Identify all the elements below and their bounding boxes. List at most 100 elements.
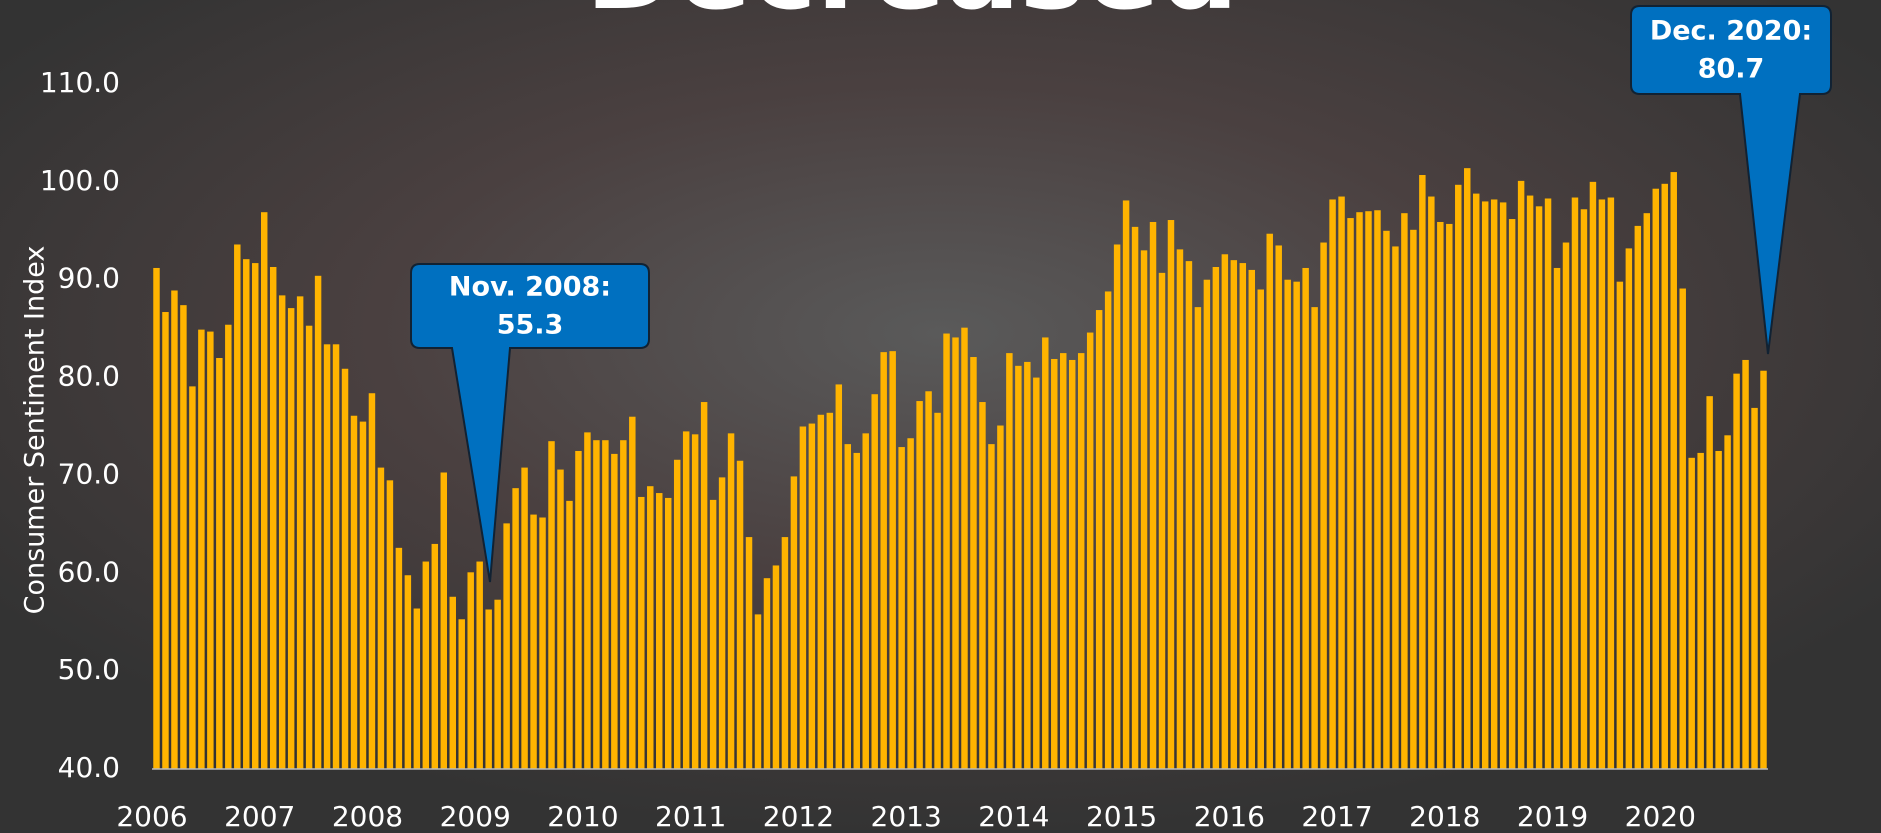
bar — [485, 609, 492, 769]
bar — [1221, 254, 1229, 769]
bar — [1428, 196, 1435, 770]
bar — [1077, 353, 1085, 769]
bar — [1311, 307, 1318, 769]
bar — [1508, 219, 1516, 770]
bar — [287, 308, 295, 769]
x-tick-label: 2020 — [1625, 800, 1696, 833]
bar — [234, 244, 241, 769]
bar — [1060, 353, 1067, 769]
bar — [1455, 184, 1462, 770]
bar — [1095, 310, 1103, 769]
bar — [907, 438, 914, 769]
bar — [332, 344, 340, 769]
bar — [1607, 197, 1615, 769]
bar — [180, 305, 187, 769]
bar — [575, 450, 582, 769]
bar — [368, 393, 376, 769]
bar — [1356, 212, 1363, 769]
bar — [853, 452, 860, 769]
bar — [1661, 183, 1668, 770]
y-tick-label: 90.0 — [58, 262, 120, 295]
y-axis-label: Consumer Sentiment Index — [20, 246, 51, 615]
bar — [584, 432, 591, 769]
bar — [988, 444, 995, 769]
bar — [745, 537, 753, 769]
bar — [350, 415, 358, 769]
bar — [1185, 261, 1193, 769]
annotation: 80.7 — [1698, 54, 1765, 85]
bar — [593, 440, 600, 769]
bar — [629, 416, 636, 769]
bar — [1383, 230, 1390, 770]
bar — [1724, 435, 1731, 769]
bar — [1167, 220, 1175, 769]
x-tick-label: 2007 — [224, 800, 295, 833]
bar — [1212, 266, 1220, 769]
bar — [530, 514, 537, 769]
bar — [467, 572, 474, 769]
bar — [647, 486, 654, 769]
bar — [826, 412, 834, 769]
bar — [189, 386, 196, 769]
bar — [260, 212, 268, 769]
bar — [1437, 221, 1444, 769]
bars — [153, 168, 1767, 770]
bar — [458, 619, 465, 769]
bar — [1670, 172, 1677, 770]
bar — [305, 325, 313, 769]
bar — [404, 575, 412, 769]
bar — [162, 312, 169, 769]
bar — [494, 599, 501, 769]
bar — [198, 329, 205, 769]
bar — [781, 537, 789, 769]
bar — [512, 488, 519, 769]
bar — [1015, 365, 1022, 769]
x-tick-label: 2016 — [1194, 800, 1265, 833]
bar — [440, 472, 448, 769]
bar — [1760, 370, 1767, 769]
bar — [377, 467, 385, 769]
bar — [1374, 210, 1381, 769]
bar — [359, 421, 367, 769]
bar — [1688, 457, 1695, 769]
bar — [503, 523, 510, 769]
bar — [638, 496, 645, 769]
bar — [153, 267, 160, 769]
bar — [961, 327, 968, 769]
bar — [225, 324, 232, 769]
bar — [1634, 225, 1642, 770]
bar — [252, 263, 259, 769]
bar — [1122, 200, 1130, 769]
annotation: 55.3 — [497, 310, 564, 341]
bar — [449, 596, 456, 769]
y-tick-label: 60.0 — [58, 555, 120, 588]
bar — [1598, 199, 1606, 769]
bar — [476, 561, 483, 769]
bar — [1347, 218, 1354, 770]
bar — [790, 476, 798, 769]
bar — [1149, 221, 1157, 769]
x-tick-label: 2017 — [1301, 800, 1372, 833]
bar — [521, 467, 528, 769]
bar — [1104, 291, 1112, 769]
x-tick-label: 2015 — [1086, 800, 1157, 833]
bar — [1392, 246, 1399, 769]
bar — [1068, 359, 1076, 769]
callout: Nov. 2008: 55.3 — [410, 263, 650, 583]
bar — [171, 290, 178, 769]
x-tick-label: 2010 — [547, 800, 618, 833]
bar — [1042, 337, 1049, 769]
bar — [1329, 199, 1336, 769]
callout-box — [410, 263, 650, 583]
y-tick-label: 70.0 — [58, 457, 120, 490]
bar — [709, 499, 717, 769]
x-tick-label: 2014 — [978, 800, 1049, 833]
bar — [1033, 377, 1040, 769]
chart-title: Decreased — [585, 0, 1238, 34]
bar — [269, 266, 277, 769]
bar — [620, 440, 627, 769]
bar — [970, 357, 977, 769]
bar — [1751, 407, 1758, 769]
bar — [835, 384, 843, 769]
